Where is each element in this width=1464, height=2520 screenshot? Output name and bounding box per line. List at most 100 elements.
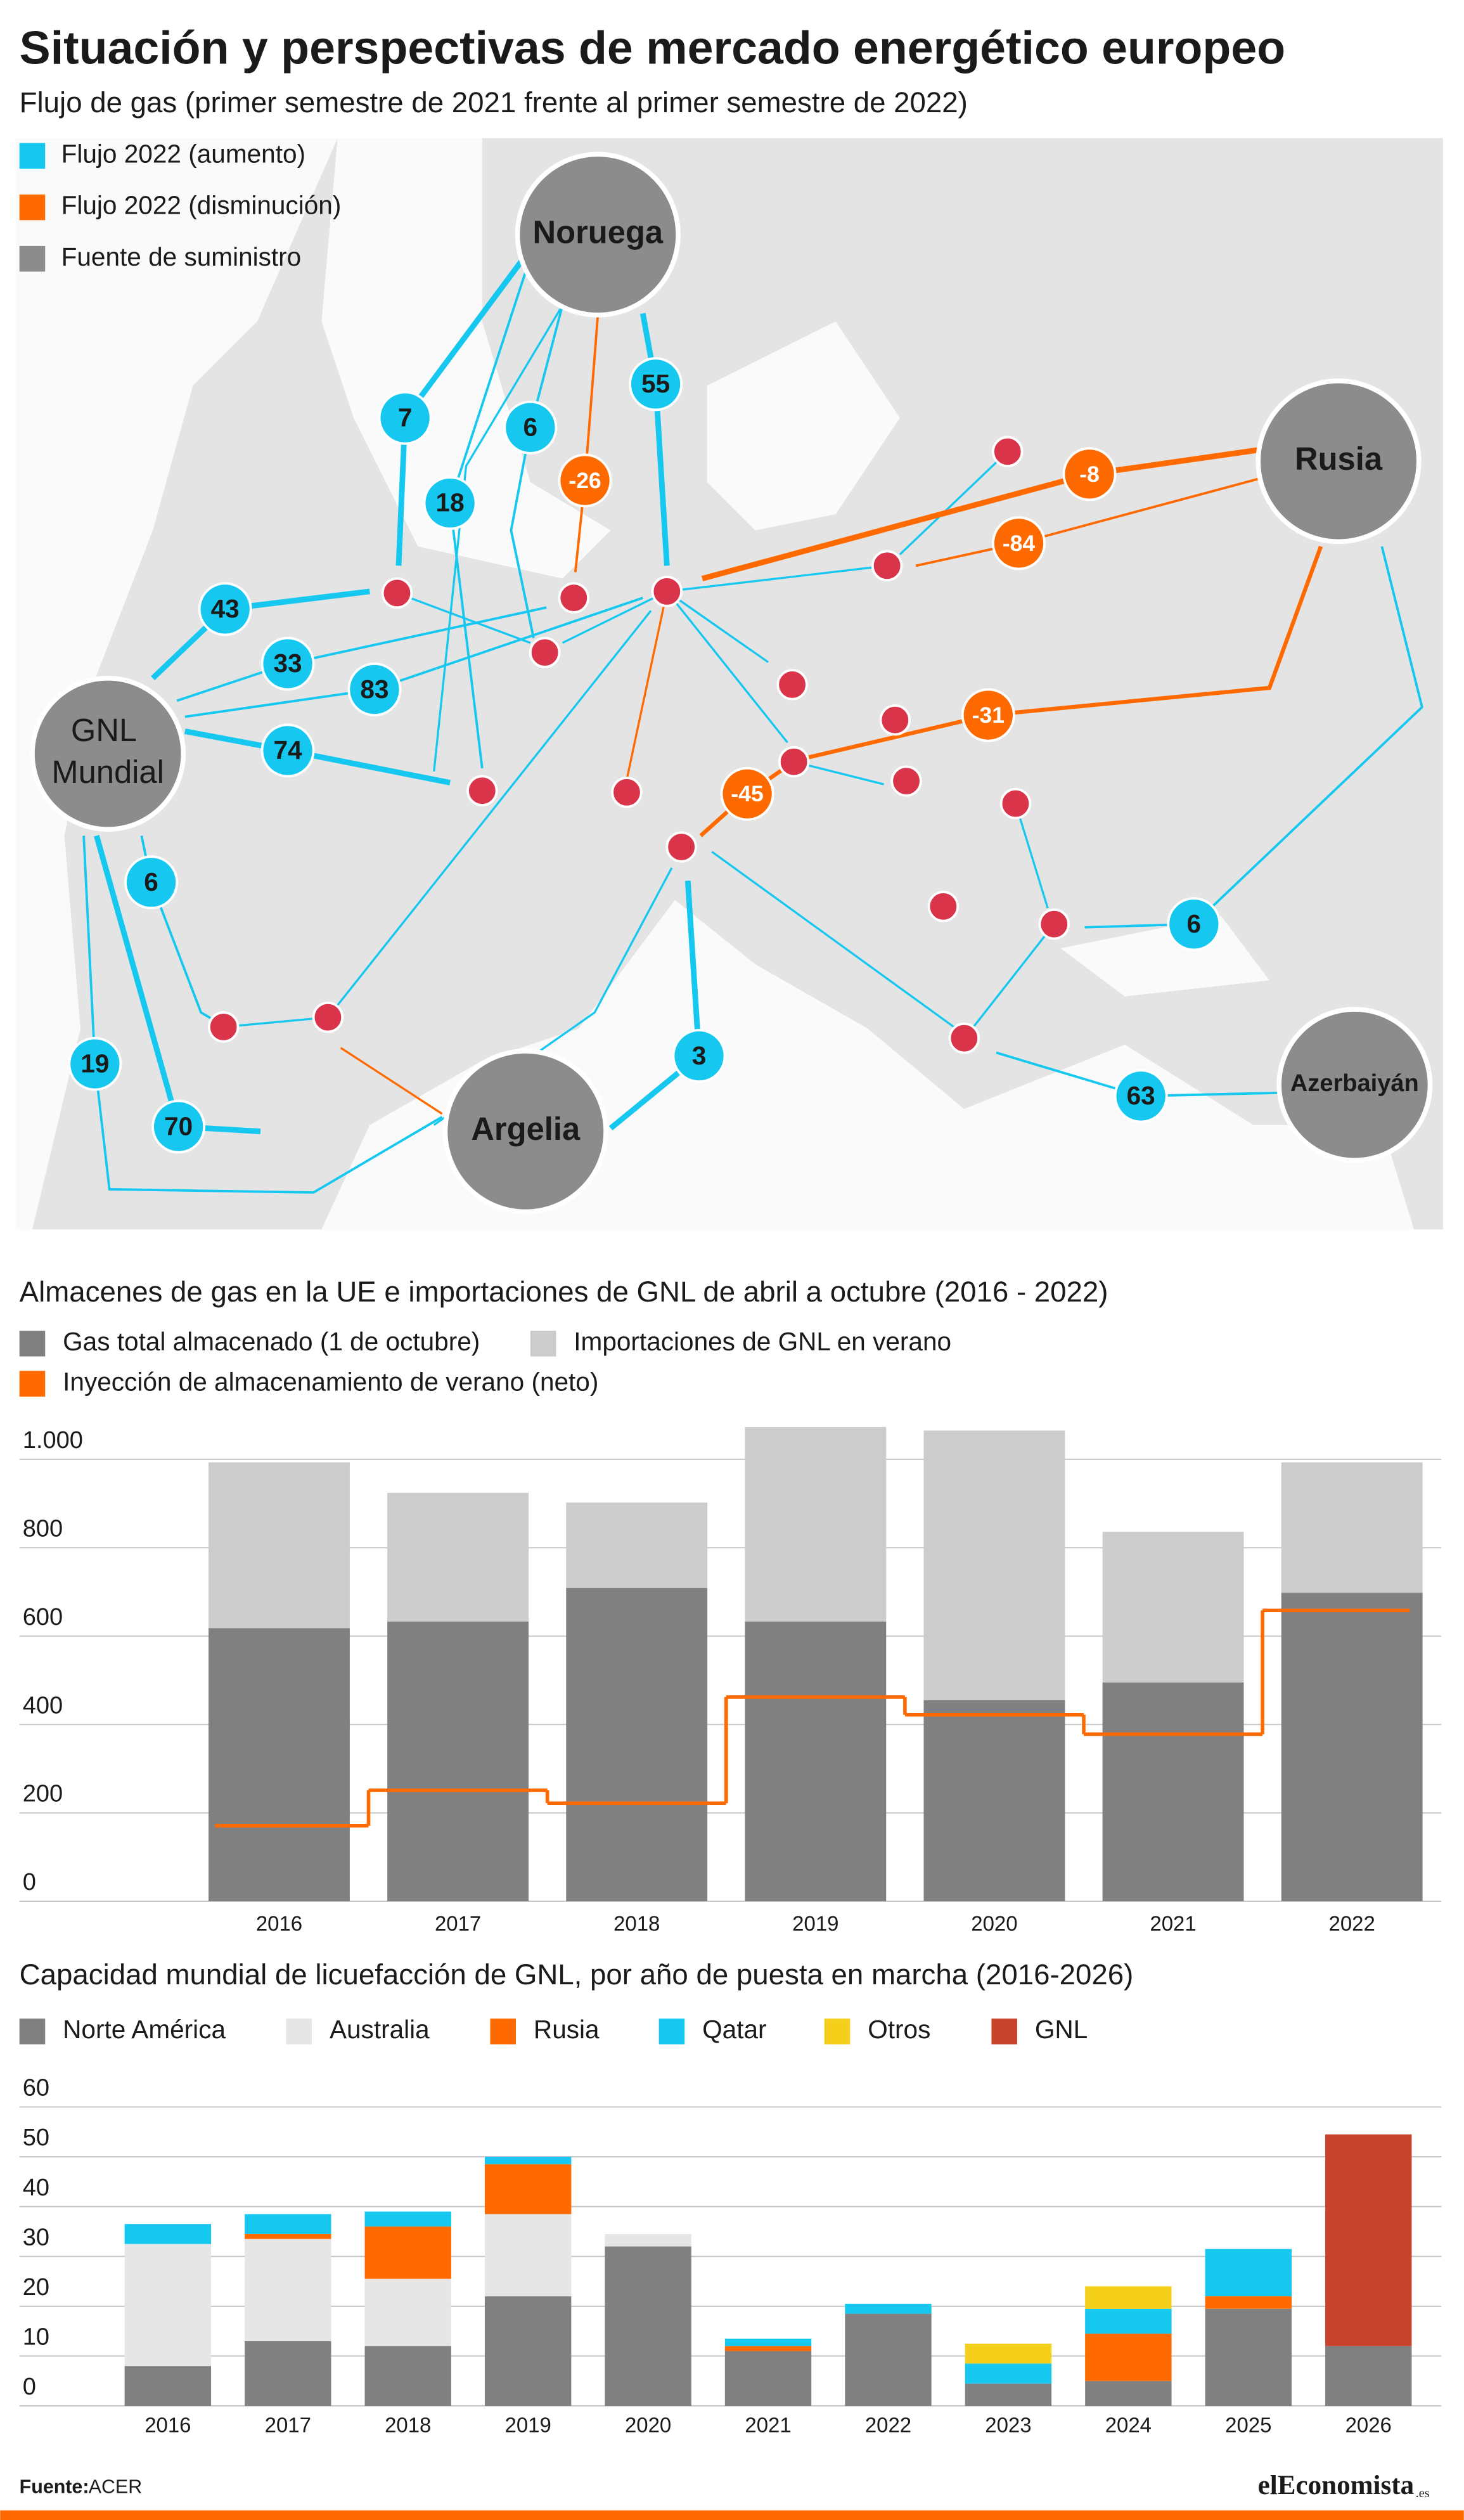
bar-segment [1205, 2296, 1292, 2309]
flow-value: 63 [1127, 1081, 1155, 1110]
destination [558, 582, 590, 614]
y-tick-label: 30 [23, 2224, 49, 2251]
bar-segment [245, 2214, 331, 2234]
bar-segment [124, 2244, 212, 2367]
flow-value: 7 [398, 403, 413, 432]
bar-segment [1102, 1682, 1244, 1901]
bar-segment [965, 2383, 1052, 2407]
bar-segment [1085, 2381, 1172, 2407]
source-label: Noruega [533, 214, 664, 250]
flow-value: -8 [1079, 462, 1100, 487]
logo: elEconomista [1258, 2471, 1414, 2500]
legend-swatch [991, 2019, 1017, 2045]
source-node [515, 152, 681, 318]
flow-value: 70 [164, 1111, 193, 1140]
legend-label: Gas total almacenado (1 de octubre) [63, 1327, 480, 1356]
bar-segment [1085, 2286, 1172, 2309]
bar-segment [245, 2233, 331, 2239]
flow-badge [1062, 447, 1117, 501]
legend-swatch [530, 1331, 556, 1357]
y-tick-label: 20 [23, 2274, 49, 2301]
sea [707, 321, 900, 531]
destination [776, 669, 808, 701]
bar-segment [1205, 2249, 1292, 2297]
legend-label: Flujo 2022 (disminución) [61, 191, 342, 220]
flow-badge [961, 688, 1015, 742]
bar-segment [484, 2164, 572, 2214]
flow-line [666, 590, 788, 744]
flow-badge [1114, 1069, 1168, 1123]
bar-segment [484, 2157, 572, 2164]
x-tick-label: 2017 [265, 2413, 311, 2437]
bar-segment [965, 2343, 1052, 2364]
sea [321, 138, 611, 579]
sea [16, 138, 338, 1230]
bar-segment [124, 2224, 212, 2244]
legend-label: Australia [330, 2015, 430, 2044]
legend-swatch [19, 1331, 46, 1357]
flow-value: -84 [1003, 531, 1036, 556]
y-tick-label: 600 [23, 1604, 63, 1631]
bar-segment [605, 2246, 691, 2407]
y-tick-label: 200 [23, 1781, 63, 1807]
bar-segment [923, 1700, 1065, 1901]
legend-label: Importaciones de GNL en verano [574, 1327, 951, 1356]
destination [778, 746, 810, 778]
flow-line [667, 564, 887, 593]
flow-badge [260, 636, 315, 691]
bar-segment [1205, 2308, 1292, 2407]
footer-bar [0, 2510, 1464, 2520]
x-tick-label: 2016 [144, 2413, 191, 2437]
bar-segment [364, 2226, 451, 2279]
flow-badge [992, 516, 1046, 571]
bar-segment [566, 1502, 708, 1588]
legend-label: Qatar [702, 2015, 766, 2044]
legend-swatch [19, 194, 46, 221]
flow-line [899, 451, 1008, 555]
legend-swatch [19, 245, 46, 272]
bar-segment [845, 2313, 932, 2407]
bar-segment [364, 2278, 451, 2346]
source: ACER [89, 2476, 142, 2497]
bar-segment [209, 1462, 350, 1629]
legend-swatch [19, 1371, 46, 1397]
flow-line [711, 851, 957, 1030]
flow-value: 6 [144, 867, 158, 896]
destination [665, 831, 697, 863]
bar-segment [209, 1628, 350, 1901]
flow-value: 83 [360, 675, 388, 704]
flow-badge [347, 662, 402, 717]
bar-segment [965, 2363, 1052, 2384]
legend-label: Otros [868, 2015, 930, 2044]
flow-badge [423, 476, 477, 530]
destination [871, 550, 903, 582]
bar-segment [1281, 1462, 1423, 1593]
charts: Almacenes de gas en la UE e importacione… [19, 1276, 1442, 2437]
bar-segment [387, 1492, 529, 1622]
chart-title: Capacidad mundial de licuefacción de GNL… [20, 1958, 1134, 1991]
legend-swatch [19, 2019, 46, 2045]
flow-line [433, 304, 563, 772]
legend-swatch [490, 2019, 517, 2045]
title: Situación y perspectivas de mercado ener… [20, 22, 1285, 74]
flow-value: 6 [1187, 909, 1202, 938]
y-tick-label: 40 [23, 2174, 49, 2201]
legend-label: Inyección de almacenamiento de verano (n… [63, 1367, 598, 1396]
bar-segment [245, 2239, 331, 2341]
legend-label: GNL [1035, 2015, 1088, 2044]
flow-value: 3 [692, 1041, 707, 1070]
source-label: Rusia [1295, 441, 1383, 477]
subtitle: Flujo de gas (primer semestre de 2021 fr… [20, 86, 968, 119]
legend-swatch [658, 2019, 685, 2045]
y-tick-label: 800 [23, 1515, 63, 1542]
flow-badge [672, 1029, 726, 1083]
bar-segment [245, 2341, 331, 2407]
flow-value: 55 [641, 369, 670, 398]
destination [879, 704, 911, 736]
bar-segment [724, 2351, 812, 2407]
x-tick-label: 2022 [865, 2413, 911, 2437]
x-tick-label: 2019 [792, 1912, 838, 1935]
flow-line [510, 305, 564, 638]
legend-label: Rusia [534, 2015, 600, 2044]
